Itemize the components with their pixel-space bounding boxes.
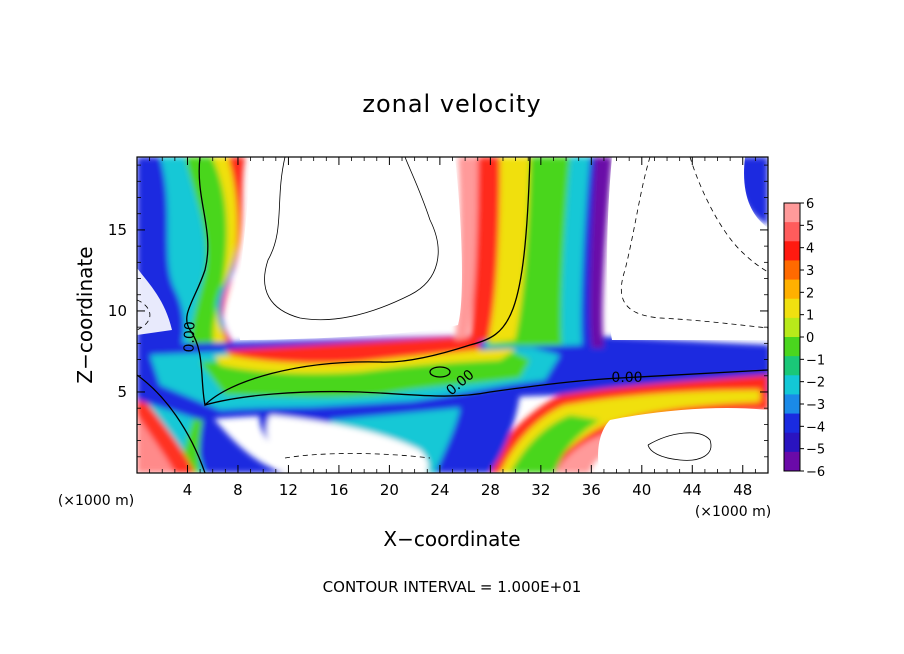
colorbar-swatch	[784, 317, 800, 338]
dashed-contour-left	[137, 299, 151, 331]
dashed-contour-top-right	[689, 157, 768, 273]
colorbar-tick-label: 2	[806, 286, 814, 301]
contour-interval-note: CONTOUR INTERVAL = 1.000E+01	[323, 578, 582, 596]
y-tick-label: 10	[108, 302, 127, 320]
colorbar-swatch	[784, 432, 800, 453]
x-tick-label: 12	[279, 481, 298, 499]
velocity-field	[137, 157, 768, 473]
x-tick-label: 36	[582, 481, 601, 499]
x-tick-label: 44	[683, 481, 702, 499]
zero-contour-left	[186, 157, 531, 407]
y-axis: 5 10 15	[108, 164, 768, 458]
colorbar-tick-label: 4	[806, 242, 814, 257]
x-tick-label: 8	[233, 481, 243, 499]
colorbar-swatch	[784, 394, 800, 415]
colorbar-tick-label: −6	[806, 465, 825, 480]
colorbar-swatch	[784, 337, 800, 357]
zero-contour-lower	[137, 374, 206, 473]
colorbar-tick-label: 3	[806, 264, 814, 279]
x-axis-unit-right: (×1000 m)	[695, 504, 771, 520]
colorbar-swatch	[784, 203, 800, 223]
x-tick-label: 24	[430, 481, 449, 499]
colorbar-tick-label: −5	[806, 443, 825, 458]
colorbar-tick-label: −4	[806, 420, 825, 435]
x-tick-label: 20	[380, 481, 399, 499]
dashed-contour-bottom	[284, 453, 431, 459]
colorbar-tick-label: 5	[806, 219, 814, 234]
contour-lines	[137, 157, 768, 473]
zero-contour-band	[204, 369, 768, 406]
contour-label-right: 0.00	[611, 370, 642, 386]
colorbar-swatch	[784, 451, 800, 472]
colorbar-swatch	[784, 413, 800, 434]
x-tick-label: 32	[531, 481, 550, 499]
y-tick-label: 15	[108, 221, 127, 239]
colorbar-tick-label: 6	[806, 197, 814, 212]
colorbar-tick-label: −3	[806, 398, 825, 413]
thin-contour-lower-right	[647, 432, 712, 461]
colorbar-swatch	[784, 298, 800, 319]
colorbar-swatch	[784, 222, 800, 242]
x-axis-unit-left: (×1000 m)	[58, 493, 134, 509]
x-axis: 4 8 12 16 20 24 28 32 36 40 44 48	[149, 157, 756, 499]
x-tick-label: 16	[329, 481, 348, 499]
colorbar-tick-label: 1	[806, 309, 814, 324]
y-tick-label: 5	[117, 383, 127, 401]
x-tick-label: 40	[632, 481, 651, 499]
contour-label-left: 0.00	[181, 321, 198, 353]
chart-title: zonal velocity	[362, 90, 541, 118]
colorbar-swatch	[784, 241, 800, 261]
colorbar-swatch	[784, 375, 800, 395]
colorbar-tick-label: 0	[806, 331, 814, 346]
x-tick-label: 28	[481, 481, 500, 499]
colorbar: 6 5 4 3 2 1 0 −1 −2 −3 −4 −5 −6	[783, 197, 825, 480]
y-axis-label: Z−coordinate	[73, 246, 97, 383]
colorbar-swatch	[784, 279, 800, 300]
colorbar-swatch	[784, 356, 800, 376]
x-axis-label: X−coordinate	[383, 527, 520, 551]
x-tick-label: 48	[733, 481, 752, 499]
zero-contour-loop	[429, 366, 451, 378]
thin-contour-upper	[264, 157, 439, 321]
x-tick-label: 4	[183, 481, 193, 499]
colorbar-tick-label: −1	[806, 353, 825, 368]
colorbar-tick-label: −2	[806, 376, 825, 391]
colorbar-swatch	[784, 260, 800, 281]
